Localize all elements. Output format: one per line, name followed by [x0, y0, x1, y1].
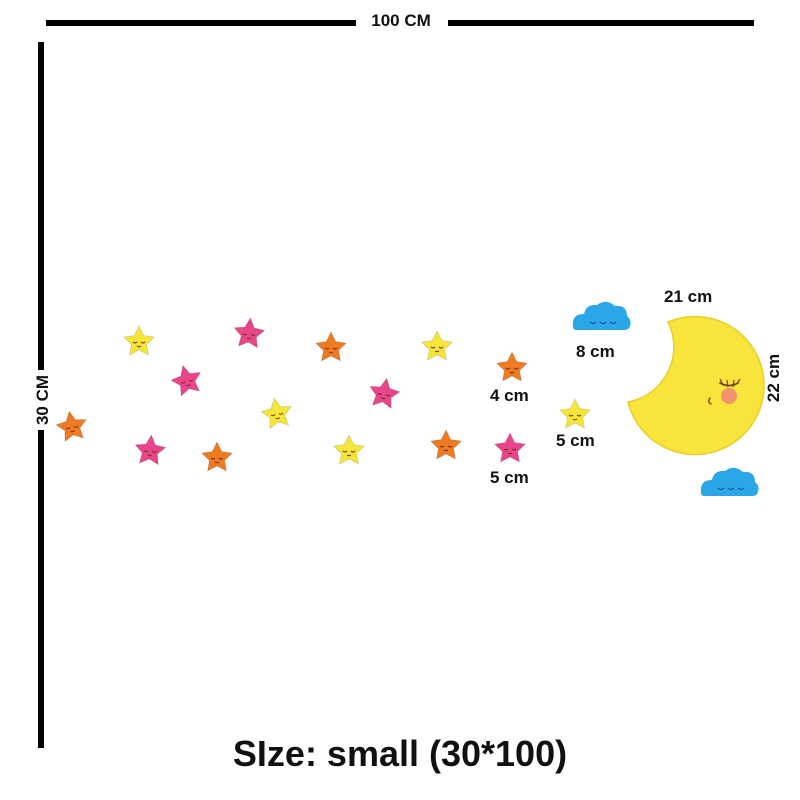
stars-group — [53, 316, 591, 472]
star-icon-orange — [315, 331, 347, 362]
cloud-icon-top — [572, 301, 631, 330]
top-dimension-line-left — [46, 20, 356, 26]
star-icon-orange — [201, 441, 233, 472]
moon-width-label: 21 cm — [664, 287, 713, 306]
star-icon-yellow — [421, 330, 453, 361]
star-icon-pink — [366, 375, 403, 410]
orange-star-size-label: 4 cm — [490, 386, 529, 405]
size-caption: SIze: small (30*100) — [232, 733, 568, 774]
moon-height-label: 22 cm — [764, 353, 783, 403]
star-icon-pink — [133, 433, 168, 466]
moon-icon — [627, 315, 765, 456]
cloud-size-label: 8 cm — [576, 342, 615, 361]
pink-star-size-label: 5 cm — [490, 468, 529, 487]
star-icon-orange — [53, 408, 90, 443]
star-icon-orange — [496, 351, 528, 382]
top-dimension-line-right — [448, 20, 754, 26]
star-icon-yellow — [258, 395, 295, 430]
star-icon-yellow — [559, 398, 591, 429]
width-label: 100 CM — [356, 10, 446, 32]
star-icon-pink — [232, 316, 267, 349]
star-icon-pink — [494, 432, 526, 463]
star-icon-pink — [167, 361, 206, 398]
star-icon-yellow — [333, 434, 365, 465]
star-icon-orange — [430, 429, 462, 460]
yellow-star-size-label: 5 cm — [556, 431, 595, 450]
star-icon-yellow — [123, 325, 155, 356]
cloud-icon-bottom — [700, 467, 759, 496]
